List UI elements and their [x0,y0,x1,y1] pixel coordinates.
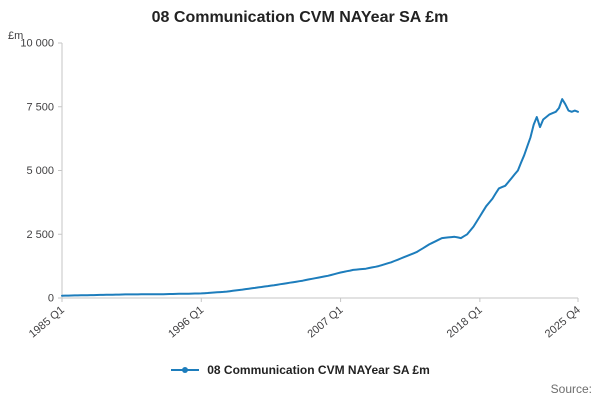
y-tick-label: 5 000 [26,165,54,177]
legend-label: 08 Communication CVM NAYear SA £m [207,363,430,377]
x-tick-label: 2025 Q4 [543,304,583,340]
legend[interactable]: 08 Communication CVM NAYear SA £m [0,363,600,377]
y-tick-label: 2 500 [26,229,54,241]
source-label: Source: [550,382,592,396]
y-tick-label: 10 000 [20,38,54,50]
x-tick-label: 1996 Q1 [166,304,206,340]
x-tick-label: 2018 Q1 [445,304,485,340]
series-line [61,98,579,297]
x-axis-ticks: 1985 Q1 1996 Q1 2007 Q1 2018 Q1 2025 Q4 [27,298,583,340]
legend-marker-icon [171,367,200,373]
page-title: 08 Communication CVM NAYear SA £m [151,9,449,26]
y-axis-unit-label: £m [8,30,24,42]
x-tick-label: 2007 Q1 [305,304,345,340]
axes [61,43,578,299]
x-tick-label: 1985 Q1 [27,304,67,340]
y-tick-label: 0 [48,293,54,305]
y-tick-label: 7 500 [26,101,54,113]
y-axis-ticks: 0 2 500 5 000 7 500 10 000 [20,38,62,305]
line-chart: 0 2 500 5 000 7 500 10 000 1985 Q1 1996 Q1 200… [20,38,583,341]
